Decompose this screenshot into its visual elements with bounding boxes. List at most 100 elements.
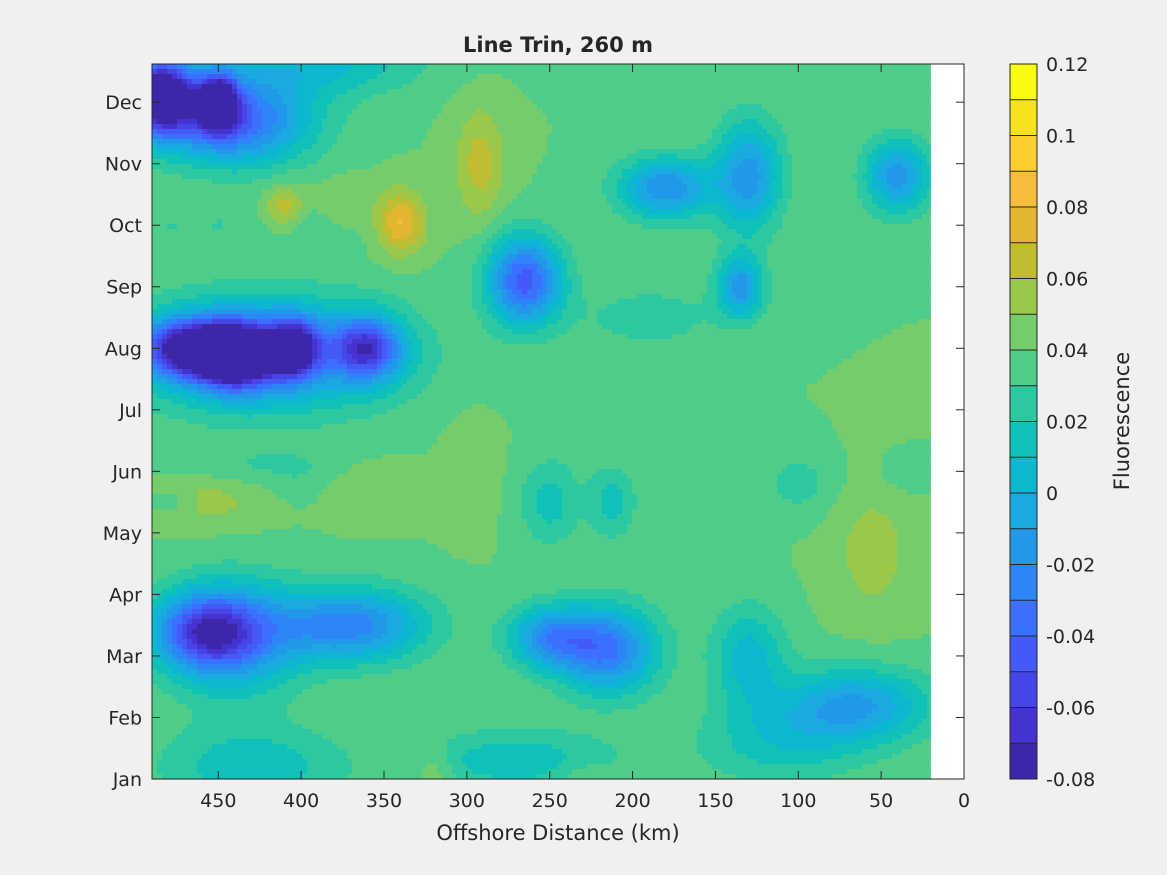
contour-cell bbox=[282, 669, 313, 675]
contour-cell bbox=[502, 234, 548, 240]
contour-cell bbox=[847, 769, 931, 775]
contour-cell bbox=[557, 334, 628, 340]
contour-cell bbox=[197, 389, 213, 395]
contour-cell bbox=[572, 284, 583, 290]
contour-cell bbox=[847, 544, 898, 550]
contour-cell bbox=[387, 394, 418, 400]
contour-cell bbox=[702, 754, 748, 760]
contour-cell bbox=[387, 334, 393, 340]
contour-cell bbox=[397, 609, 413, 615]
contour-cell bbox=[552, 629, 598, 635]
contour-cell bbox=[892, 639, 931, 645]
contour-cell bbox=[542, 674, 563, 680]
contour-cell bbox=[392, 639, 408, 645]
contour-cell bbox=[322, 354, 343, 360]
contour-cell bbox=[412, 634, 428, 640]
contour-cell bbox=[207, 749, 298, 755]
colorbar-swatch bbox=[1010, 385, 1037, 422]
contour-cell bbox=[722, 289, 728, 295]
contour-cell bbox=[152, 614, 158, 620]
contour-cell bbox=[332, 99, 363, 105]
colorbar-label: Fluorescence bbox=[1110, 352, 1134, 490]
contour-cell bbox=[397, 404, 473, 410]
contour-cell bbox=[752, 194, 763, 200]
contour-cell bbox=[502, 164, 538, 170]
contour-cell bbox=[152, 214, 258, 220]
contour-cell bbox=[502, 139, 548, 145]
contour-cell bbox=[477, 314, 493, 320]
contour-cell bbox=[732, 669, 773, 675]
contour-cell bbox=[542, 659, 553, 665]
contour-cell bbox=[897, 549, 931, 555]
contour-cell bbox=[897, 684, 918, 690]
contour-cell bbox=[927, 709, 931, 715]
contour-cell bbox=[162, 774, 203, 780]
colorbar-swatch bbox=[1010, 528, 1037, 565]
contour-cell bbox=[182, 604, 193, 610]
contour-cell bbox=[397, 339, 408, 345]
contour-cell bbox=[822, 759, 878, 765]
contour-cell bbox=[542, 654, 558, 660]
contour-cell bbox=[277, 324, 303, 330]
contour-cell bbox=[252, 414, 373, 420]
contour-cell bbox=[152, 124, 163, 130]
contour-cell bbox=[507, 239, 543, 245]
contour-cell bbox=[242, 389, 263, 395]
contour-cell bbox=[892, 709, 913, 715]
contour-cell bbox=[182, 619, 188, 625]
contour-cell bbox=[427, 234, 473, 240]
contour-cell bbox=[192, 609, 203, 615]
contour-cell bbox=[477, 259, 488, 265]
contour-cell bbox=[262, 134, 278, 140]
contour-cell bbox=[152, 429, 443, 435]
contour-cell bbox=[197, 644, 208, 650]
contour-cell bbox=[632, 199, 643, 205]
contour-cell bbox=[742, 144, 758, 150]
contour-cell bbox=[707, 284, 718, 290]
contour-cell bbox=[417, 599, 443, 605]
contour-cell bbox=[697, 744, 733, 750]
contour-cell bbox=[527, 304, 543, 310]
contour-cell bbox=[507, 274, 518, 280]
contour-cell bbox=[307, 214, 328, 220]
contour-cell bbox=[562, 514, 608, 520]
contour-cell bbox=[192, 564, 273, 570]
contour-cell bbox=[922, 159, 928, 165]
contour-cell bbox=[387, 379, 398, 385]
contour-cell bbox=[237, 634, 248, 640]
contour-cell bbox=[297, 104, 313, 110]
contour-cell bbox=[287, 499, 318, 505]
contour-cell bbox=[327, 339, 333, 345]
contour-cell bbox=[497, 129, 553, 135]
contour-cell bbox=[472, 114, 493, 120]
contour-cell bbox=[222, 399, 258, 405]
contour-cell bbox=[917, 174, 923, 180]
contour-cell bbox=[152, 314, 163, 320]
contour-cell bbox=[772, 179, 783, 185]
contour-cell bbox=[167, 629, 173, 635]
contour-cell bbox=[177, 374, 183, 380]
contour-cell bbox=[402, 614, 413, 620]
contour-cell bbox=[397, 599, 418, 605]
contour-cell bbox=[857, 739, 893, 745]
contour-cell bbox=[532, 529, 573, 535]
contour-cell bbox=[492, 269, 498, 275]
contour-cell bbox=[722, 264, 728, 270]
contour-cell bbox=[712, 629, 728, 635]
contour-cell bbox=[562, 499, 603, 505]
contour-cell bbox=[387, 344, 393, 350]
contour-cell bbox=[202, 84, 233, 90]
contour-cell bbox=[912, 744, 931, 750]
contour-cell bbox=[432, 119, 468, 125]
contour-cell bbox=[522, 269, 533, 275]
contour-cell bbox=[227, 389, 243, 395]
contour-cell bbox=[157, 619, 163, 625]
contour-cell bbox=[152, 764, 158, 770]
contour-cell bbox=[482, 244, 493, 250]
contour-cell bbox=[502, 479, 528, 485]
contour-cell bbox=[152, 549, 448, 555]
contour-cell bbox=[782, 659, 883, 665]
contour-cell bbox=[692, 324, 718, 330]
contour-cell bbox=[767, 109, 931, 115]
contour-cell bbox=[612, 709, 708, 715]
